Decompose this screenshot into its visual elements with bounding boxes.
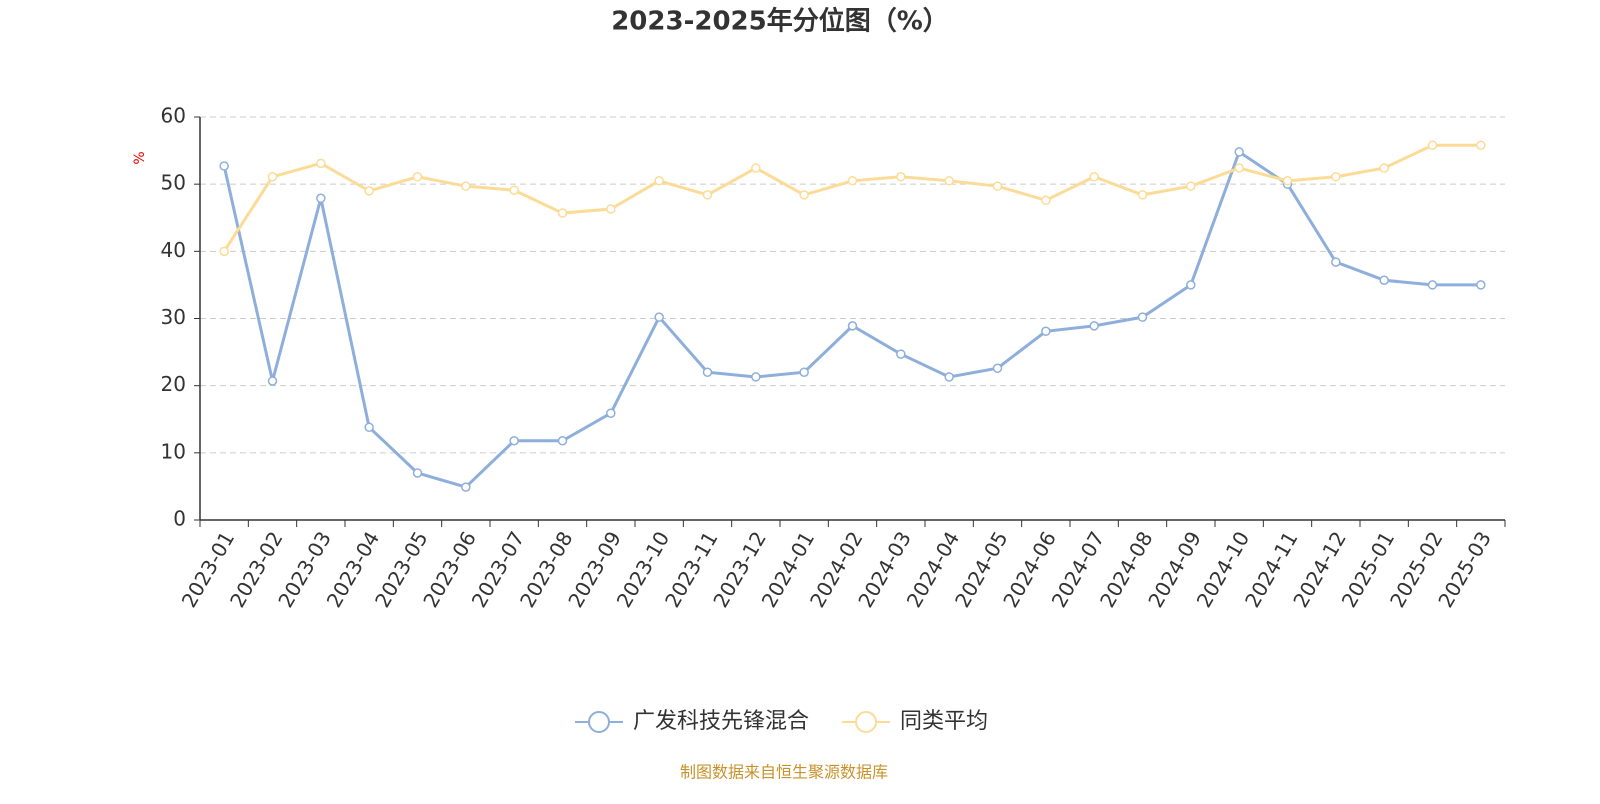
point [1476,140,1486,150]
point [364,186,374,196]
y-tick-label: 30 [161,305,186,329]
point [1476,280,1486,290]
y-tick-label: 10 [161,439,186,463]
point [1331,257,1341,267]
y-tick-label: 50 [161,171,186,195]
point [799,190,809,200]
point [1186,280,1196,290]
point [702,190,713,200]
point [267,376,278,386]
point [606,204,616,214]
point [606,408,616,418]
point [316,158,326,169]
point [1379,163,1389,173]
point [896,349,906,359]
y-tick-label: 60 [161,104,186,128]
point [654,176,664,186]
point [992,181,1003,191]
point [847,176,858,186]
point [1282,176,1293,186]
point [1089,321,1099,331]
point [1379,275,1389,285]
point [412,172,423,182]
point [944,372,954,382]
point [461,482,471,492]
point [219,246,229,257]
point [1089,172,1099,182]
y-axis-label: % [132,151,148,164]
series-line [222,143,1481,253]
point [751,163,761,173]
legend-label: 同类平均 [900,709,988,734]
point [1137,312,1148,322]
point [992,363,1003,373]
point [1041,195,1051,206]
point [412,468,423,478]
point [1186,181,1196,191]
point [944,176,954,186]
chart-title: 2023-2025年分位图（%） [611,6,949,37]
point [702,367,713,377]
point [847,321,858,331]
point [799,367,809,377]
legend-label: 广发科技先锋混合 [633,709,809,734]
point [1427,140,1438,150]
footer: 制图数据来自恒生聚源数据库 [680,763,888,782]
point [509,435,519,446]
point [509,185,519,195]
point [654,312,664,322]
point [557,208,568,218]
point [1137,190,1148,200]
point [316,193,326,204]
point [1427,280,1438,290]
legend-marker [855,711,877,733]
point [896,172,906,182]
legend-marker [588,711,610,733]
point [751,372,761,382]
y-tick-label: 0 [173,507,186,531]
point [1234,163,1244,173]
point [1331,172,1341,182]
point [461,181,471,191]
point [1234,147,1244,157]
point [364,422,374,433]
point [267,172,278,182]
series-line [222,149,1481,489]
point [219,161,229,171]
point [1041,326,1051,337]
point [557,435,568,446]
y-tick-label: 20 [161,372,186,396]
y-tick-label: 40 [161,238,186,262]
